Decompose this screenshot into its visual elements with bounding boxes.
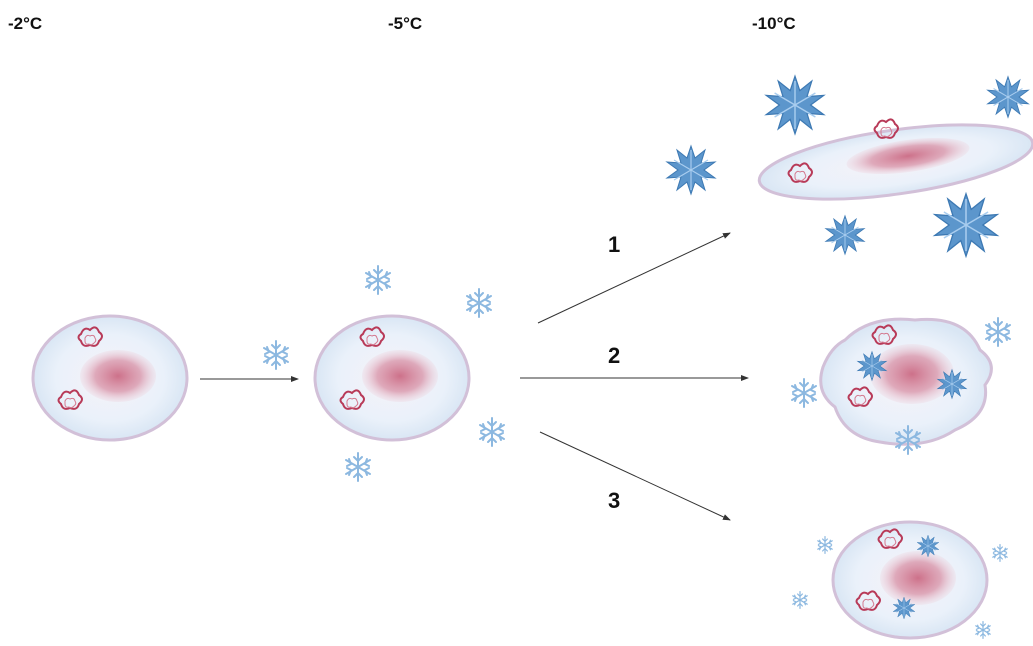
- nucleus: [870, 344, 954, 404]
- temperature-label-minus-2: -2°C: [8, 14, 43, 33]
- pathway-label-1: 1: [608, 232, 621, 257]
- ice-crystal-icon: [992, 543, 1008, 563]
- nucleus: [80, 350, 156, 402]
- ice-crystal-icon: [791, 378, 817, 408]
- nucleus: [880, 551, 956, 605]
- ice-crystal-icon: [792, 590, 808, 610]
- ice-crystal-icon: [479, 417, 505, 447]
- temperature-label-minus-5: -5°C: [388, 14, 423, 33]
- nucleus: [362, 350, 438, 402]
- ice-crystal-large-icon: [825, 215, 865, 255]
- cell-outcome-2: [819, 317, 993, 446]
- pathway-label-2: 2: [608, 343, 621, 368]
- ice-crystal-icon: [345, 452, 371, 482]
- ice-crystal-icon: [985, 317, 1011, 347]
- ice-crystal-icon: [263, 340, 289, 370]
- arrow-pathway-3: [539, 431, 731, 521]
- ice-crystal-large-icon: [666, 145, 716, 195]
- ice-crystal-icon: [817, 535, 833, 555]
- ice-crystal-large-icon: [934, 193, 998, 257]
- ice-crystal-icon: [466, 288, 492, 318]
- cell-intermediate: [313, 314, 471, 442]
- arrow-pathway-1: [537, 232, 731, 324]
- temperature-label-minus-10: -10°C: [752, 14, 796, 33]
- ice-crystal-icon: [975, 620, 991, 640]
- cell-outcome-3: [831, 520, 989, 640]
- nucleus: [846, 137, 970, 175]
- ice-crystal-large-icon: [987, 76, 1029, 118]
- pathway-label-3: 3: [608, 488, 621, 513]
- ice-crystal-icon: [365, 265, 391, 295]
- cell-outcome-1: [757, 118, 1033, 201]
- ice-crystal-large-icon: [765, 75, 825, 135]
- cell-initial: [31, 314, 189, 442]
